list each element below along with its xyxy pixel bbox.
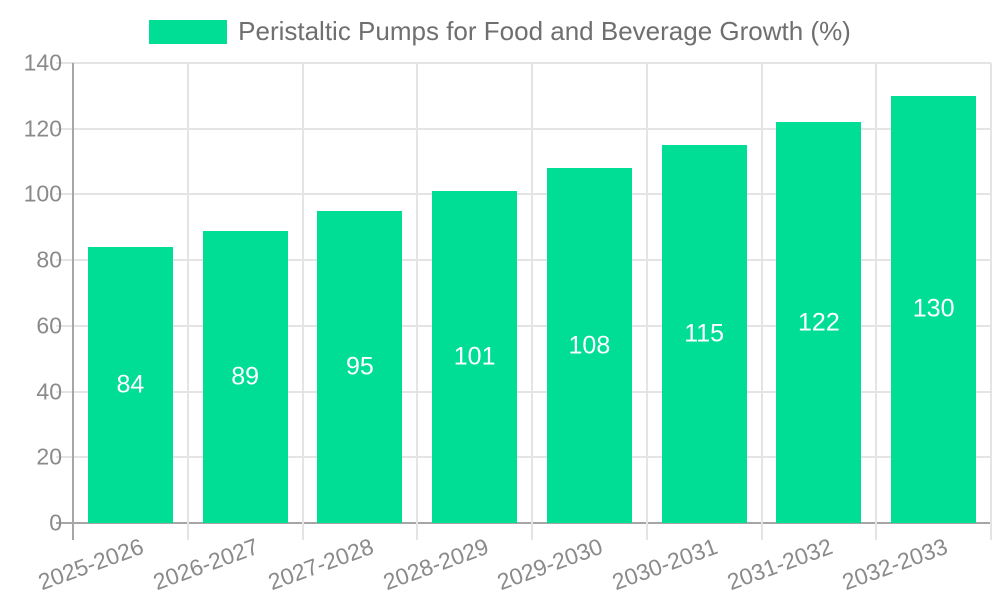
x-tick-label: 2025-2026 <box>35 533 148 596</box>
bar-value-label: 84 <box>116 370 145 399</box>
bar[interactable] <box>432 191 518 523</box>
y-gridline <box>56 324 991 327</box>
x-gridline <box>875 63 878 540</box>
bar[interactable] <box>891 95 977 523</box>
x-gridline <box>760 63 763 540</box>
bar-value-label: 115 <box>684 319 725 348</box>
y-tick-label: 120 <box>23 115 62 142</box>
y-gridline <box>56 259 991 262</box>
y-axis-line <box>72 63 74 540</box>
x-gridline <box>186 63 189 540</box>
bar-value-label: 101 <box>453 342 496 371</box>
bar[interactable] <box>661 145 747 523</box>
x-axis-baseline <box>56 522 991 524</box>
y-gridline <box>56 127 991 130</box>
bar[interactable] <box>87 247 173 523</box>
y-gridline <box>56 62 991 64</box>
legend-item[interactable]: Peristaltic Pumps for Food and Beverage … <box>149 16 851 47</box>
x-tick-label: 2027-2028 <box>264 533 377 596</box>
bar[interactable] <box>317 210 403 523</box>
x-tick-label: 2028-2029 <box>379 533 492 596</box>
y-tick-label: 140 <box>23 49 62 76</box>
y-gridline <box>56 390 991 393</box>
x-gridline <box>301 63 304 540</box>
x-gridline <box>416 63 419 540</box>
y-gridline <box>56 456 991 459</box>
y-tick-label: 60 <box>36 312 62 339</box>
bar-value-label: 89 <box>231 362 260 391</box>
x-gridline <box>645 63 648 540</box>
bar-value-label: 122 <box>798 308 840 337</box>
legend-swatch-icon <box>149 19 228 44</box>
y-tick-label: 80 <box>36 246 62 273</box>
bar[interactable] <box>546 168 632 523</box>
y-tick-label: 40 <box>36 378 62 405</box>
x-tick-label: 2029-2030 <box>494 533 607 596</box>
y-gridline <box>56 193 991 196</box>
legend-label: Peristaltic Pumps for Food and Beverage … <box>238 16 851 46</box>
y-tick-label: 20 <box>36 443 62 470</box>
x-gridline <box>531 63 533 540</box>
bar[interactable] <box>202 230 288 523</box>
bar-value-label: 130 <box>912 294 955 323</box>
bar-value-label: 95 <box>345 352 374 381</box>
x-tick-label: 2030-2031 <box>608 533 722 596</box>
bar-value-label: 108 <box>568 331 611 360</box>
bar[interactable] <box>776 122 862 523</box>
y-tick-label: 0 <box>49 509 62 536</box>
x-tick-label: 2032-2033 <box>838 533 951 596</box>
y-tick-label: 100 <box>23 180 62 207</box>
x-tick-label: 2031-2032 <box>723 533 836 596</box>
x-gridline <box>990 63 992 540</box>
x-tick-label: 2026-2027 <box>149 533 263 596</box>
chart-legend: Peristaltic Pumps for Food and Beverage … <box>0 16 1000 47</box>
